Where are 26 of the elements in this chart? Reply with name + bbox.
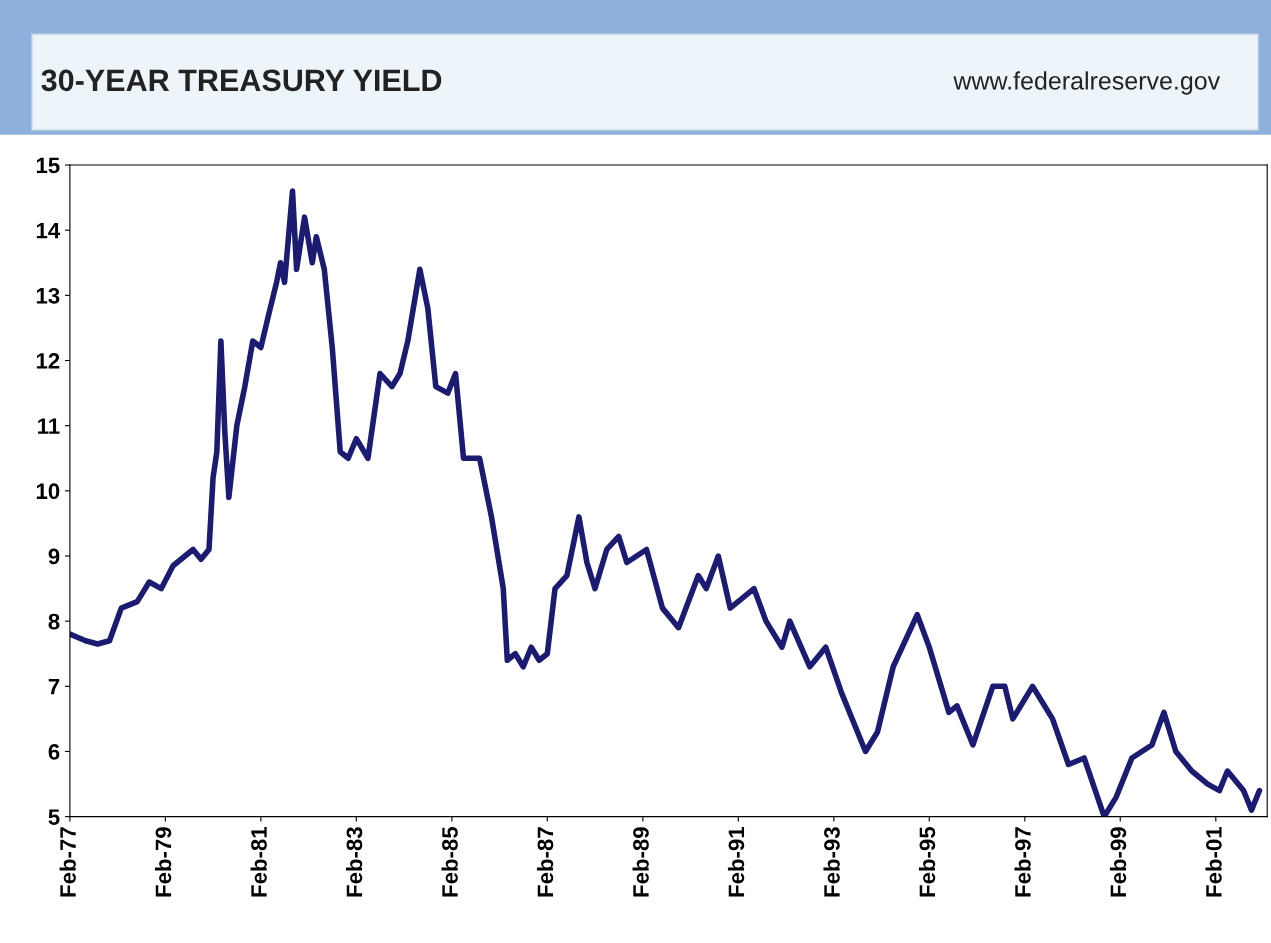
- x-tick-label: Feb-99: [1109, 827, 1127, 897]
- x-tick-label: Feb-01: [1205, 826, 1222, 897]
- x-tick-label: Feb-83: [345, 827, 363, 897]
- y-tick-label: 14: [36, 222, 61, 239]
- x-tick-label: Feb-79: [154, 827, 172, 897]
- x-tick-label: Feb-85: [441, 826, 458, 897]
- y-tick-label: 8: [48, 613, 60, 630]
- y-tick-label: 11: [38, 418, 60, 434]
- x-tick-label: Feb-87: [536, 827, 554, 897]
- y-tick-label: 15: [36, 157, 60, 174]
- x-tick-label: Feb-77: [59, 827, 76, 897]
- y-tick-label: 7: [48, 679, 60, 695]
- y-tick-label: 5: [48, 809, 60, 825]
- x-tick-label: Feb-89: [632, 827, 649, 897]
- y-tick-label: 10: [36, 483, 60, 500]
- x-tick-label: Feb-81: [250, 826, 267, 897]
- x-tick-label: Feb-95: [918, 826, 936, 897]
- chart-title: 30-YEAR TREASURY YIELD: [41, 69, 442, 92]
- x-tick-label: Feb-93: [823, 827, 840, 897]
- y-tick-label: 12: [36, 353, 60, 369]
- y-tick-label: 6: [48, 744, 60, 760]
- y-tick-label: 9: [48, 548, 60, 565]
- text: www.federalreserve.gov: [953, 71, 1221, 95]
- x-tick-label: Feb-91: [727, 826, 745, 897]
- y-tick-label: 13: [36, 287, 60, 304]
- x-tick-label: Feb-97: [1014, 827, 1031, 897]
